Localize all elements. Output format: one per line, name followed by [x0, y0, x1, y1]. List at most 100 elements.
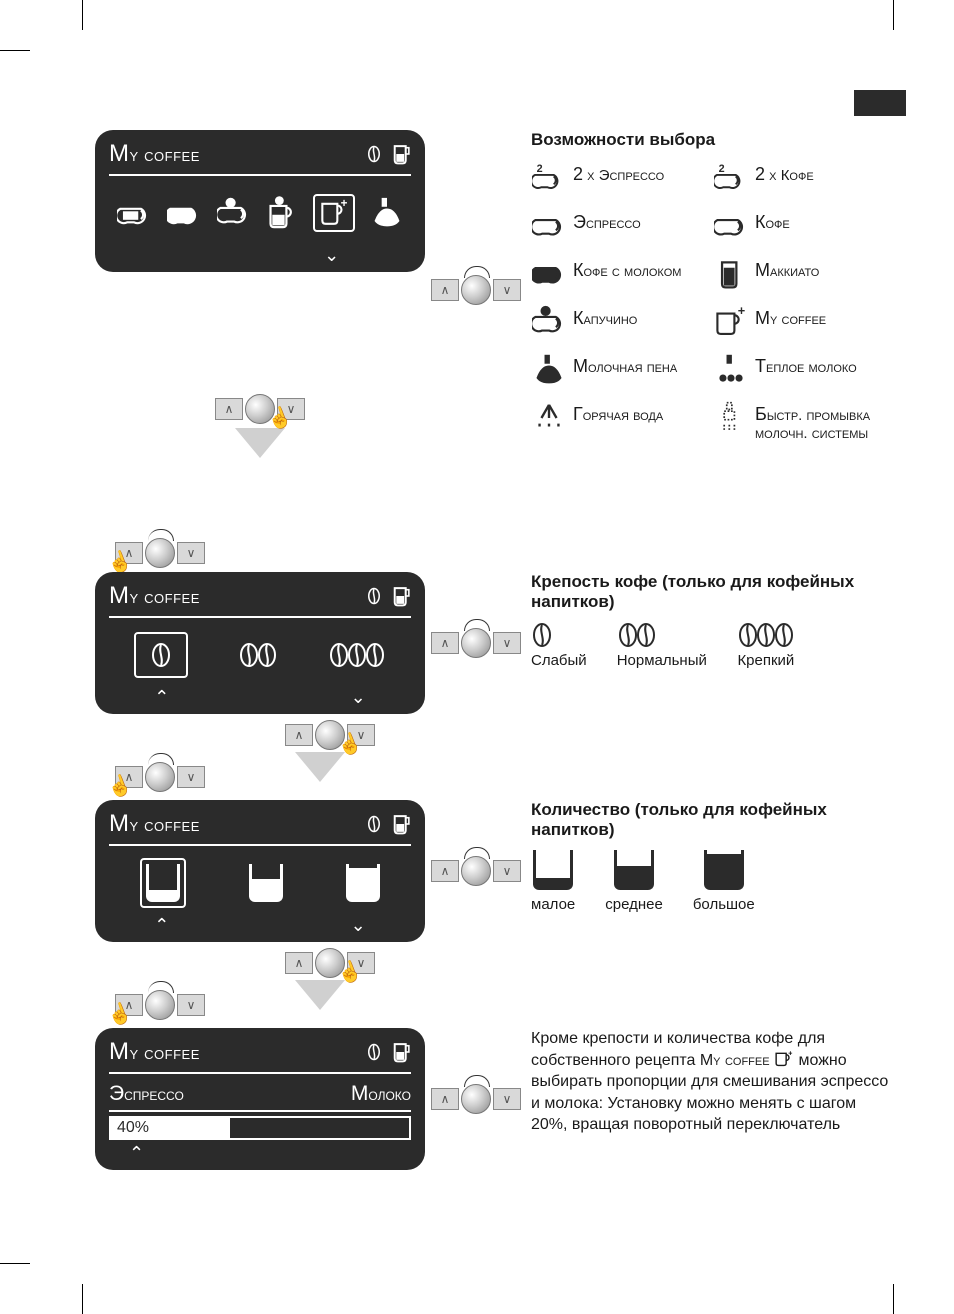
double-coffee-icon: 2	[713, 160, 749, 196]
option-label: Молочная пена	[573, 352, 677, 377]
chevron-down-icon: ⌄	[351, 688, 366, 706]
mix-milk-label: Молоко	[351, 1082, 411, 1106]
option-label: Эспрессо	[573, 208, 641, 233]
strength-heading: Крепость кофе (только для кофейных напит…	[531, 572, 895, 612]
svg-text:+: +	[738, 305, 745, 318]
lcd-drink-row: +	[109, 184, 411, 242]
option-hot-water: Горячая вода	[531, 400, 713, 442]
espresso-icon	[117, 198, 151, 228]
mix-espresso-label: Эспрессо	[109, 1082, 184, 1106]
espresso-icon	[531, 208, 567, 244]
beans-3-icon	[737, 622, 795, 648]
strength-1: Слабый	[531, 622, 587, 669]
option-label: Кофе с молоком	[573, 256, 681, 281]
option-my-coffee: + My coffee	[713, 304, 895, 344]
mix-bar: 40%	[109, 1116, 411, 1140]
option-label: Теплое молоко	[755, 352, 857, 377]
option-macchiato: Маккиато	[713, 256, 895, 296]
lcd-panel-mix: My coffee Эспрессо Молоко 40% ⌃	[95, 1028, 425, 1170]
options-heading: Возможности выбора	[531, 130, 895, 150]
bean-icon	[365, 145, 383, 163]
option-warm-milk: Теплое молоко	[713, 352, 895, 392]
bean-icon	[365, 587, 383, 605]
svg-text:+: +	[788, 1050, 792, 1057]
page-tab-marker	[854, 90, 906, 116]
mix-value: 40%	[111, 1118, 230, 1138]
option-rinse-milk: Быстр. промывка молочн. системы	[713, 400, 895, 442]
option-label: Кофе	[755, 208, 790, 233]
svg-text:2: 2	[537, 163, 543, 175]
option-double-espresso: 2 2 x Эспрессо	[531, 160, 713, 200]
chevron-down-icon: ⌄	[351, 916, 366, 934]
coffee-milk-icon	[531, 256, 567, 292]
macchiato-icon	[713, 256, 749, 292]
beans-3-icon	[328, 642, 386, 668]
option-double-coffee: 2 2 x Кофе	[713, 160, 895, 200]
option-label: Капучино	[573, 304, 637, 329]
option-label: My coffee	[755, 304, 826, 329]
beans-1-icon	[531, 622, 587, 648]
coffee-milk-icon	[167, 198, 201, 228]
option-label: Маккиато	[755, 256, 819, 281]
strength-label: Крепкий	[737, 652, 795, 669]
cup-icon	[391, 143, 411, 165]
option-coffee-milk: Кофе с молоком	[531, 256, 713, 296]
lcd-panel-drinks: My coffee + ⌄	[95, 130, 425, 272]
my-coffee-icon: +	[313, 194, 355, 232]
amount-label: малое	[531, 896, 575, 913]
my-coffee-icon: +	[713, 304, 749, 340]
option-label: 2 x Кофе	[755, 160, 814, 185]
option-espresso: Эспрессо	[531, 208, 713, 248]
beans-2-icon	[238, 642, 278, 668]
warm-milk-icon	[713, 352, 749, 388]
macchiato-icon	[267, 195, 297, 231]
amount-большое: большое	[693, 850, 755, 913]
lcd-title: My coffee	[109, 582, 200, 610]
bean-icon	[365, 1043, 383, 1061]
mix-paragraph: Кроме крепости и количества кофе для соб…	[531, 1028, 895, 1136]
option-coffee: Кофе	[713, 208, 895, 248]
strength-label: Нормальный	[617, 652, 707, 669]
bean-icon	[365, 815, 383, 833]
amount-среднее: среднее	[605, 850, 663, 913]
option-cappuccino: Капучино	[531, 304, 713, 344]
chevron-up-icon: ⌃	[129, 1144, 144, 1162]
strength-2: Нормальный	[617, 622, 707, 669]
chevron-up-icon: ⌃	[154, 916, 169, 934]
cup-icon	[391, 1041, 411, 1063]
amount-heading: Количество (только для кофейных напитков…	[531, 800, 895, 840]
beans-2-icon	[617, 622, 707, 648]
flow-arrow-icon	[295, 980, 345, 1010]
milk-foam-icon	[531, 352, 567, 388]
cappuccino-icon	[531, 304, 567, 340]
cup-icon	[391, 585, 411, 607]
lcd-header-icons	[365, 143, 411, 165]
amount-малое: малое	[531, 850, 575, 913]
strength-label: Слабый	[531, 652, 587, 669]
hot-water-icon	[531, 400, 567, 436]
rotary-dial[interactable]: ∧ ∨	[431, 275, 521, 305]
lcd-strength-row	[109, 626, 411, 684]
rotary-dial[interactable]: ∧∨	[431, 1084, 521, 1114]
lcd-title: My coffee	[109, 810, 200, 838]
cup-icon	[391, 813, 411, 835]
svg-text:2: 2	[719, 163, 725, 175]
lcd-panel-amount: My coffee ⌃ ⌄	[95, 800, 425, 942]
cappuccino-icon	[217, 195, 251, 231]
amount-label: большое	[693, 896, 755, 913]
beans-1-icon	[134, 632, 188, 678]
lcd-title: My coffee	[109, 140, 200, 168]
rotary-dial[interactable]: ∧∨	[431, 628, 521, 658]
option-label: 2 x Эспрессо	[573, 160, 664, 185]
flow-arrow-icon	[295, 752, 345, 782]
amount-label: среднее	[605, 896, 663, 913]
option-label: Горячая вода	[573, 400, 663, 425]
lcd-title: My coffee	[109, 1038, 200, 1066]
double-espresso-icon: 2	[531, 160, 567, 196]
lcd-panel-strength: My coffee ⌃ ⌄	[95, 572, 425, 714]
chevron-up-icon: ⌃	[154, 688, 169, 706]
svg-text:+: +	[341, 198, 348, 210]
rinse-milk-icon	[713, 400, 749, 436]
strength-3: Крепкий	[737, 622, 795, 669]
rotary-dial[interactable]: ∧∨	[431, 856, 521, 886]
